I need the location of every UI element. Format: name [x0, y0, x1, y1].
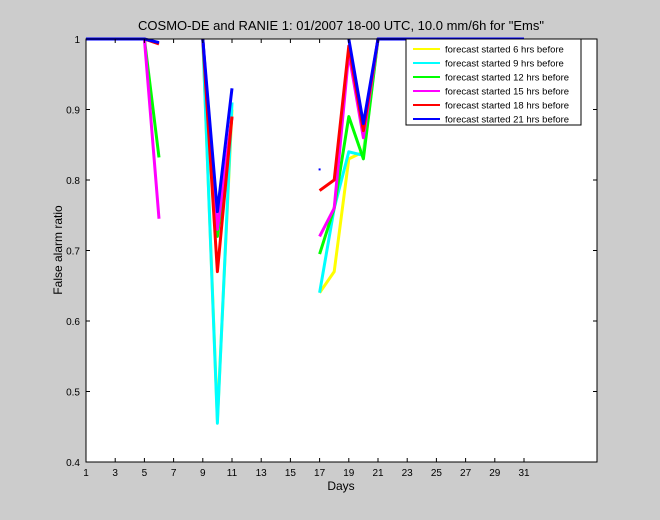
x-tick-label: 25 [431, 468, 443, 479]
x-tick-label: 31 [518, 468, 530, 479]
legend-box [405, 38, 582, 126]
y-tick-label: 0.7 [66, 247, 80, 258]
x-tick-label: 9 [200, 468, 206, 479]
x-tick-label: 11 [227, 468, 238, 479]
y-tick-label: 0.6 [66, 317, 80, 328]
legend-entry-label: forecast started 21 hrs before [445, 115, 569, 126]
x-tick-label: 1 [83, 468, 89, 479]
x-axis: 1 3 5 7 9 11 13 15 17 19 21 23 25 27 29 31 [83, 39, 530, 479]
series-line [201, 38, 234, 214]
x-tick-label: 27 [460, 468, 472, 479]
y-tick-label: 0.4 [66, 458, 80, 469]
x-tick-label: 21 [372, 468, 384, 479]
x-tick-label: 29 [489, 468, 501, 479]
series-line [201, 38, 234, 274]
legend-entry-label: forecast started 18 hrs before [445, 101, 569, 112]
legend: forecast started 6 hrs before forecast st… [405, 38, 582, 126]
series-point [318, 168, 321, 171]
x-tick-label: 13 [256, 468, 268, 479]
legend-entry-label: forecast started 6 hrs before [445, 45, 564, 56]
x-tick-label: 15 [285, 468, 297, 479]
x-tick-label: 5 [142, 468, 148, 479]
x-tick-label: 17 [314, 468, 326, 479]
chart-title: COSMO-DE and RANIE 1: 01/2007 18-00 UTC,… [138, 18, 544, 33]
y-tick-label: 0.5 [66, 388, 80, 399]
x-tick-label: 23 [402, 468, 414, 479]
legend-entry-label: forecast started 9 hrs before [445, 59, 564, 70]
series-line [201, 38, 234, 425]
y-tick-label: 0.9 [66, 106, 80, 117]
x-tick-label: 3 [112, 468, 118, 479]
x-axis-label: Days [327, 479, 354, 493]
y-axis: 0.4 0.5 0.6 0.7 0.8 0.9 1 [66, 35, 597, 469]
y-tick-label: 0.8 [66, 176, 80, 187]
y-tick-label: 1 [74, 35, 80, 46]
legend-entry-label: forecast started 12 hrs before [445, 73, 569, 84]
x-tick-label: 19 [343, 468, 355, 479]
x-tick-label: 7 [171, 468, 177, 479]
legend-entry-label: forecast started 15 hrs before [445, 87, 569, 98]
y-axis-label: False alarm ratio [51, 205, 65, 295]
